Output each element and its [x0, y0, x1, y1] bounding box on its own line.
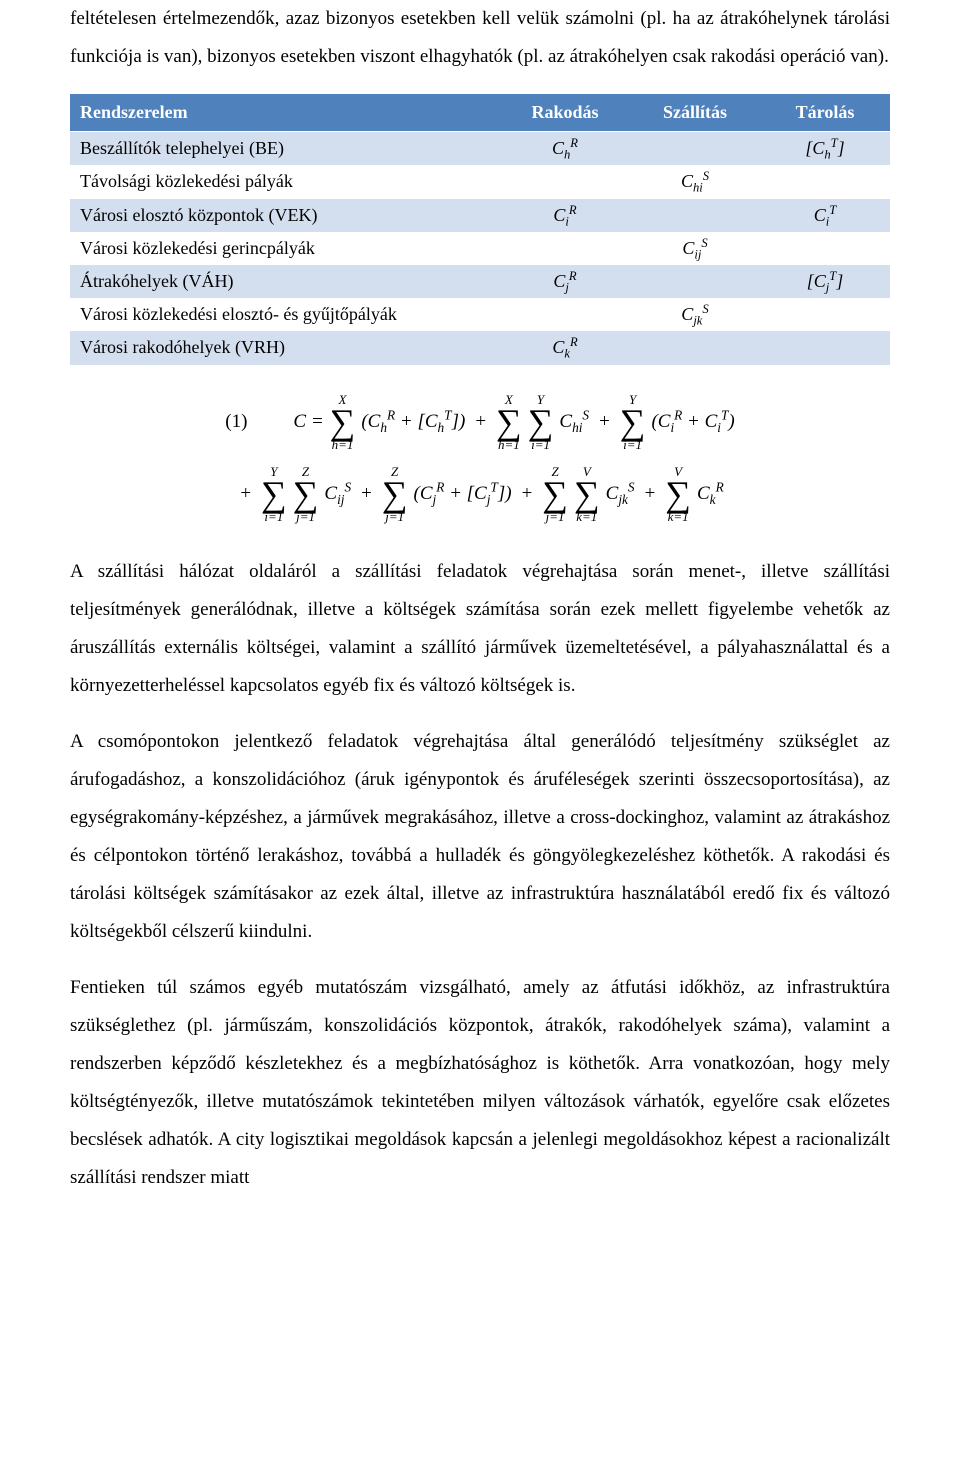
cell-value: CjkS [630, 298, 760, 331]
sigma-5: Z ∑ j=1 [382, 465, 408, 523]
cell-value [760, 165, 890, 198]
cell-value: ChiS [630, 165, 760, 198]
cell-label: Távolsági közlekedési pályák [70, 165, 500, 198]
paragraph-4: Fentieken túl számos egyéb mutatószám vi… [70, 969, 890, 1197]
cell-value [760, 298, 890, 331]
formula-block: (1) C = X ∑ h=1 (ChR + [ChT]) + X ∑ h=1 … [70, 393, 890, 524]
table-row: Városi közlekedési elosztó- és gyűjtőpál… [70, 298, 890, 331]
sigma-6a: Z ∑ j=1 [542, 465, 568, 523]
formula-label: (1) [225, 403, 247, 441]
cell-value: CkR [500, 331, 630, 364]
cell-value: CjR [500, 265, 630, 298]
cell-label: Beszállítók telephelyei (BE) [70, 132, 500, 166]
cell-label: Városi közlekedési elosztó- és gyűjtőpál… [70, 298, 500, 331]
table-row: Városi rakodóhelyek (VRH)CkR [70, 331, 890, 364]
cell-value [500, 165, 630, 198]
th-rendszerelem: Rendszerelem [70, 94, 500, 132]
sigma-3: Y ∑ i=1 [620, 393, 646, 451]
sigma-2b: Y ∑ i=1 [528, 393, 554, 451]
cell-value [760, 331, 890, 364]
cost-table: Rendszerelem Rakodás Szállítás Tárolás B… [70, 94, 890, 365]
th-szallitas: Szállítás [630, 94, 760, 132]
cell-value [500, 298, 630, 331]
intro-paragraph: feltételesen értelmezendők, azaz bizonyo… [70, 0, 890, 76]
cell-value: CijS [630, 232, 760, 265]
cell-value [500, 232, 630, 265]
term-4: CijS [324, 475, 351, 513]
table-row: Városi elosztó központok (VEK)CiR CiT [70, 199, 890, 232]
term-2: ChiS [559, 403, 589, 441]
cell-label: Városi elosztó központok (VEK) [70, 199, 500, 232]
sigma-1: X ∑ h=1 [330, 393, 356, 451]
cell-value [630, 199, 760, 232]
term-5: (CjR + [CjT]) [414, 475, 512, 513]
th-rakodas: Rakodás [500, 94, 630, 132]
table-row: Városi közlekedési gerincpályák CijS [70, 232, 890, 265]
cell-value: ChR [500, 132, 630, 166]
cell-label: Városi rakodóhelyek (VRH) [70, 331, 500, 364]
term-1: (ChR + [ChT]) [361, 403, 465, 441]
paragraph-2: A szállítási hálózat oldaláról a szállít… [70, 553, 890, 705]
paragraph-3: A csomópontokon jelentkező feladatok vég… [70, 723, 890, 951]
sigma-4b: Z ∑ j=1 [293, 465, 319, 523]
cell-value: CiR [500, 199, 630, 232]
cell-label: Városi közlekedési gerincpályák [70, 232, 500, 265]
cell-value [760, 232, 890, 265]
term-7: CkR [697, 475, 724, 513]
sigma-4a: Y ∑ i=1 [261, 465, 287, 523]
formula-lead: C = [293, 403, 323, 441]
cell-label: Átrakóhelyek (VÁH) [70, 265, 500, 298]
cell-value [630, 132, 760, 166]
cell-value: [CjT] [760, 265, 890, 298]
term-6: CjkS [606, 475, 635, 513]
cell-value [630, 265, 760, 298]
sigma-2a: X ∑ h=1 [496, 393, 522, 451]
cell-value [630, 331, 760, 364]
table-row: Távolsági közlekedési pályák ChiS [70, 165, 890, 198]
table-row: Átrakóhelyek (VÁH)CjR [CjT] [70, 265, 890, 298]
term-3: (CiR + CiT) [651, 403, 734, 441]
th-tarolas: Tárolás [760, 94, 890, 132]
table-row: Beszállítók telephelyei (BE)ChR [ChT] [70, 132, 890, 166]
sigma-6b: V ∑ k=1 [574, 465, 600, 523]
cell-value: CiT [760, 199, 890, 232]
cell-value: [ChT] [760, 132, 890, 166]
sigma-7: V ∑ k=1 [665, 465, 691, 523]
